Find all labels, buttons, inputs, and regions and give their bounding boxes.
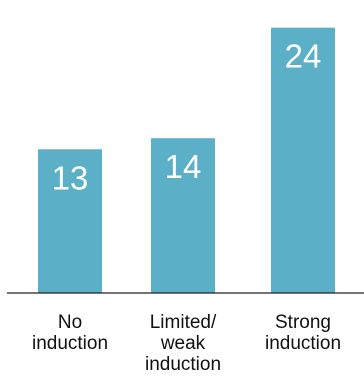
- bar-2: [151, 138, 215, 293]
- category-label-2-line-1: Limited/: [150, 312, 217, 333]
- category-label-1-line-2: induction: [32, 333, 108, 354]
- bar-value-label-2: 14: [165, 148, 202, 185]
- bar-value-label-3: 24: [285, 38, 322, 75]
- category-label-3-line-1: Strong: [275, 312, 331, 333]
- category-label-1-line-1: No: [58, 312, 82, 333]
- category-label-2-line-2: weak: [160, 333, 206, 354]
- category-label-2-line-3: induction: [145, 354, 221, 375]
- bar-1: [38, 149, 102, 293]
- category-labels-layer: NoinductionLimited/weakinductionStrongin…: [32, 312, 341, 375]
- bars-layer: 13 14 24: [38, 27, 335, 293]
- bar-value-label-1: 13: [52, 159, 89, 196]
- category-label-3-line-2: induction: [265, 333, 341, 354]
- bar-3: [271, 27, 335, 293]
